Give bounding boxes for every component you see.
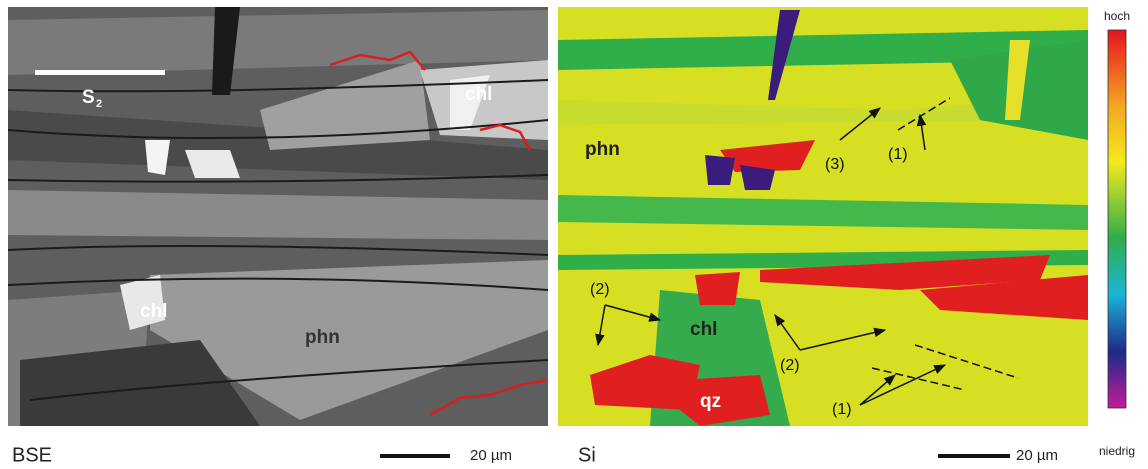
marker-label: (1) — [888, 146, 908, 163]
marker-label: (1) — [832, 401, 852, 418]
foliation-subscript: 2 — [96, 98, 102, 110]
foliation-label: S — [82, 87, 95, 108]
marker-label: (2) — [590, 281, 610, 298]
color-bar — [1108, 30, 1126, 408]
mineral-label: qz — [700, 391, 721, 412]
page: {"left_panel": {"caption": "BSE", "scale… — [0, 0, 1148, 469]
scale-label: 20 µm — [1016, 447, 1058, 464]
marker-label: (3) — [825, 156, 845, 173]
figure: S 2 chl chl phn — [0, 0, 1148, 469]
mineral-label: phn — [585, 139, 620, 160]
scale-label: 20 µm — [470, 447, 512, 464]
panel-caption: BSE — [12, 444, 52, 466]
marker-label: (2) — [780, 357, 800, 374]
scale-bar — [380, 454, 450, 458]
si-map — [558, 7, 1088, 426]
mineral-label: chl — [465, 84, 492, 105]
mineral-label: phn — [305, 327, 340, 348]
color-scale-top: hoch — [1104, 9, 1130, 23]
color-scale-bottom: niedrig — [1099, 444, 1135, 458]
bse-image — [8, 7, 548, 426]
mineral-label: chl — [690, 319, 717, 340]
mineral-label: chl — [140, 301, 167, 322]
scale-bar — [938, 454, 1010, 458]
panel-caption: Si — [578, 444, 596, 466]
